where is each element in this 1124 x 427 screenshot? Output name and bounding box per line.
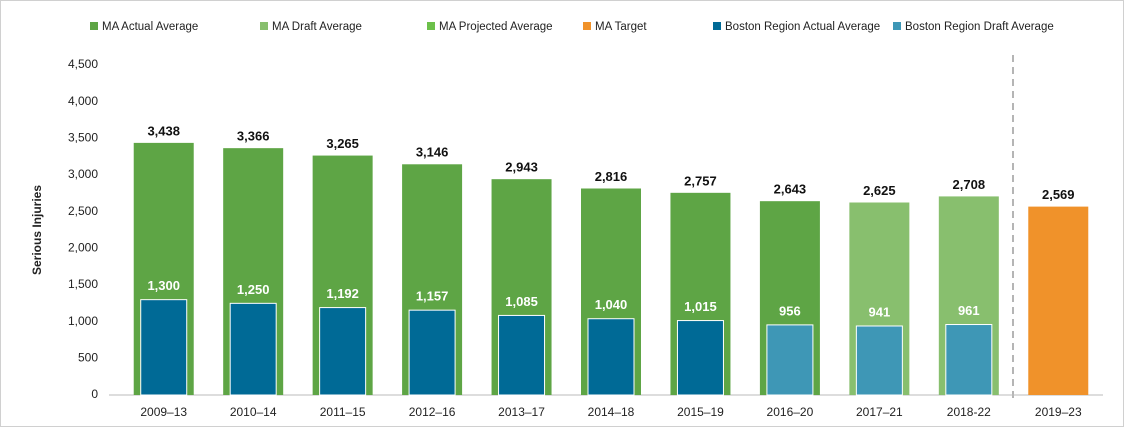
bar xyxy=(855,325,903,396)
x-tick-label: 2009–13 xyxy=(140,405,187,419)
data-label: 2,816 xyxy=(595,169,628,184)
data-label: 2,943 xyxy=(505,160,538,175)
data-label: 1,157 xyxy=(416,289,449,304)
data-label: 2,757 xyxy=(684,173,717,188)
x-tick-label: 2018-22 xyxy=(947,405,991,419)
y-tick-label: 1,500 xyxy=(68,277,98,291)
x-tick-label: 2012–16 xyxy=(409,405,456,419)
bar xyxy=(676,320,724,396)
x-tick-label: 2014–18 xyxy=(588,405,635,419)
x-tick-label: 2011–15 xyxy=(320,405,366,419)
data-label: 1,040 xyxy=(595,297,628,312)
data-label: 1,250 xyxy=(237,282,270,297)
data-label: 961 xyxy=(958,303,980,318)
data-label: 941 xyxy=(869,304,891,319)
y-axis-label: Serious Injuries xyxy=(30,185,44,275)
legend-swatch xyxy=(713,22,721,30)
data-label: 1,300 xyxy=(147,278,180,293)
y-tick-label: 2,500 xyxy=(68,204,98,218)
legend-swatch xyxy=(893,22,901,30)
y-tick-label: 500 xyxy=(78,351,98,365)
legend-swatch xyxy=(260,22,268,30)
data-label: 1,085 xyxy=(505,294,538,309)
x-tick-label: 2013–17 xyxy=(498,405,545,419)
legend-swatch xyxy=(427,22,435,30)
x-tick-label: 2010–14 xyxy=(230,405,277,419)
data-label: 1,192 xyxy=(326,286,359,301)
data-label: 3,366 xyxy=(237,129,270,144)
y-tick-label: 1,000 xyxy=(68,314,98,328)
y-tick-label: 4,500 xyxy=(68,57,98,71)
data-label: 2,708 xyxy=(953,177,986,192)
bar xyxy=(1028,206,1089,395)
data-label: 2,643 xyxy=(774,182,807,197)
x-tick-label: 2017–21 xyxy=(856,405,903,419)
legend-label: MA Target xyxy=(595,21,647,33)
data-label: 3,438 xyxy=(147,123,180,138)
bar xyxy=(587,318,635,396)
x-tick-label: 2019–23 xyxy=(1035,405,1082,419)
legend-label: Boston Region Draft Average xyxy=(905,21,1054,33)
bar xyxy=(408,309,456,396)
data-label: 1,015 xyxy=(684,299,717,314)
data-label: 3,146 xyxy=(416,145,449,160)
bar xyxy=(140,299,188,396)
y-tick-label: 3,500 xyxy=(68,131,98,145)
y-tick-label: 4,000 xyxy=(68,94,98,108)
bar xyxy=(766,324,814,396)
x-tick-label: 2015–19 xyxy=(677,405,724,419)
x-tick-label: 2016–20 xyxy=(767,405,814,419)
legend-swatch xyxy=(90,22,98,30)
legend-label: Boston Region Actual Average xyxy=(725,21,880,33)
bar xyxy=(945,324,993,396)
data-label: 2,625 xyxy=(863,183,896,198)
bar xyxy=(319,307,367,396)
y-tick-label: 2,000 xyxy=(68,241,98,255)
y-tick-label: 0 xyxy=(91,387,98,401)
data-label: 956 xyxy=(779,303,801,318)
data-label: 2,569 xyxy=(1042,187,1075,202)
legend-label: MA Actual Average xyxy=(102,21,198,33)
legend-swatch xyxy=(583,22,591,30)
bar xyxy=(498,314,546,396)
data-label: 3,265 xyxy=(326,136,359,151)
legend-label: MA Projected Average xyxy=(439,21,553,33)
legend-label: MA Draft Average xyxy=(272,21,362,33)
y-tick-label: 3,000 xyxy=(68,167,98,181)
bar xyxy=(229,302,277,396)
